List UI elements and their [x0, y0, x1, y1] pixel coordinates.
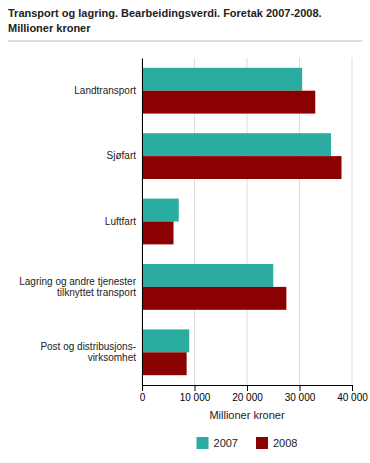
x-tick-label: 20 000	[232, 392, 263, 403]
legend-item: 2008	[256, 437, 297, 449]
y-tick-label-line: virksomhet	[88, 352, 137, 363]
bar	[142, 222, 174, 245]
plot: 0 10 000 20 000 30 000 40 000 Landtransport Sj…	[19, 58, 368, 421]
x-tick: 30 000	[285, 385, 316, 403]
chart-container: Transport og lagring. Bearbeidingsverdi.…	[0, 0, 370, 463]
x-tick-mark	[300, 385, 301, 391]
legend-swatch	[197, 437, 209, 449]
legend-label: 2007	[214, 437, 238, 449]
legend-item: 2007	[197, 437, 238, 449]
legend: 2007 2008	[197, 437, 298, 449]
y-tick: Luftfart	[105, 216, 136, 227]
x-tick: 20 000	[232, 385, 263, 403]
grid-line	[352, 58, 353, 385]
x-tick-label: 0	[140, 392, 146, 403]
x-tick-mark	[195, 385, 196, 391]
y-tick: Sjøfart	[107, 150, 137, 161]
y-axis-line	[142, 59, 143, 386]
y-tick-label: Sjøfart	[107, 150, 137, 161]
subtitle: Millioner kroner	[8, 22, 91, 34]
y-tick-label: Lagring og andre tjenestertilknyttet tra…	[19, 276, 136, 298]
y-tick-label-line: Lagring og andre tjenester	[19, 276, 136, 287]
title-separator	[8, 41, 362, 42]
y-tick-label-line: tilknyttet transport	[57, 287, 136, 298]
x-tick-mark	[142, 385, 143, 391]
bar-series	[142, 68, 331, 352]
y-tick-label: Post og distribusjons-virksomhet	[40, 341, 136, 363]
bar	[142, 264, 273, 287]
bars	[142, 68, 342, 375]
x-tick: 10 000	[180, 385, 211, 403]
x-tick-mark	[247, 385, 248, 391]
x-tick: 0	[140, 385, 146, 403]
y-tick-label-line: Luftfart	[105, 216, 136, 227]
y-tick-label: Landtransport	[74, 85, 136, 96]
y-tick-label-line: Post og distribusjons-	[40, 341, 136, 352]
bar	[142, 329, 189, 352]
legend-swatch	[256, 437, 268, 449]
bar	[142, 352, 187, 375]
grid-line	[142, 58, 143, 385]
bar	[142, 91, 315, 114]
bar	[142, 156, 342, 179]
x-axis: 0 10 000 20 000 30 000 40 000	[140, 385, 369, 403]
x-tick-label: 30 000	[285, 392, 316, 403]
x-tick: 40 000	[337, 385, 368, 403]
title: Transport og lagring. Bearbeidingsverdi.…	[8, 7, 322, 19]
x-tick-label: 10 000	[180, 392, 211, 403]
chart-svg: Transport og lagring. Bearbeidingsverdi.…	[0, 0, 370, 463]
y-tick: Landtransport	[74, 85, 136, 96]
y-tick: Post og distribusjons-virksomhet	[40, 341, 136, 363]
y-tick-label-line: Landtransport	[74, 85, 136, 96]
x-axis-title: Millioner kroner	[209, 409, 285, 421]
x-tick-mark	[352, 385, 353, 391]
bar	[142, 287, 286, 310]
y-tick-label-line: Sjøfart	[107, 150, 137, 161]
bar	[142, 199, 179, 222]
y-tick-label: Luftfart	[105, 216, 136, 227]
x-tick-label: 40 000	[337, 392, 368, 403]
y-axis: Landtransport Sjøfart Luftfart Lagring og a…	[19, 59, 142, 386]
bar-series	[142, 91, 342, 375]
grid	[142, 58, 352, 385]
legend-label: 2008	[273, 437, 297, 449]
bar	[142, 133, 331, 156]
bar	[142, 68, 302, 91]
y-tick: Lagring og andre tjenestertilknyttet tra…	[19, 276, 136, 298]
